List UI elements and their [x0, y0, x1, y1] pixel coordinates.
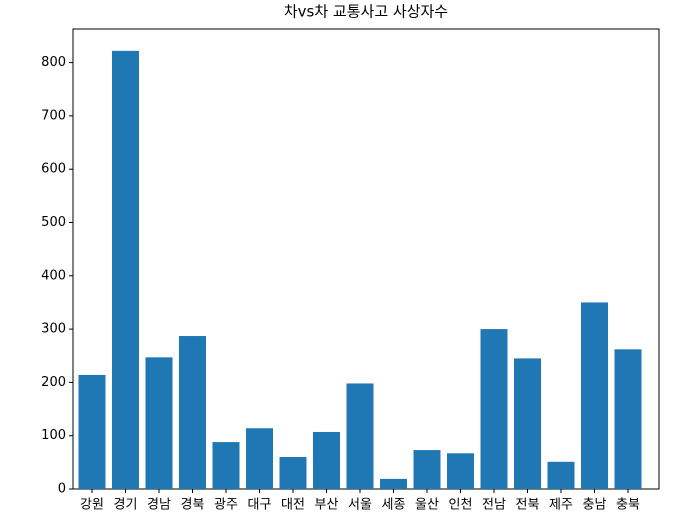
- chart-title: 차vs차 교통사고 사상자수: [284, 3, 448, 21]
- x-tick-label: 울산: [415, 498, 439, 513]
- x-tick-label: 충북: [616, 498, 640, 513]
- y-tick-label: 400: [41, 268, 66, 283]
- x-tick-label: 전북: [516, 498, 540, 513]
- x-tick-label: 경기: [114, 498, 138, 513]
- x-tick-label: 대구: [248, 498, 272, 513]
- bar: [413, 450, 441, 489]
- bar: [547, 461, 575, 489]
- bar: [614, 349, 642, 489]
- x-tick-label: 광주: [214, 498, 238, 513]
- bar: [346, 383, 374, 489]
- y-tick-label: 0: [58, 482, 66, 497]
- bar: [279, 457, 307, 489]
- bar: [246, 428, 273, 489]
- y-tick-label: 300: [41, 322, 66, 337]
- bar: [212, 442, 240, 489]
- bar: [380, 478, 407, 489]
- x-tick-label: 충남: [583, 498, 607, 513]
- x-tick-label: 경남: [147, 498, 171, 513]
- x-tick-label: 경북: [181, 498, 205, 513]
- x-tick-label: 세종: [382, 498, 406, 513]
- y-tick-label: 800: [41, 55, 66, 70]
- x-tick-label: 서울: [348, 498, 372, 513]
- bar: [145, 357, 173, 489]
- bar: [581, 302, 608, 489]
- bar: [112, 50, 139, 489]
- y-tick-label: 600: [41, 162, 66, 177]
- x-tick-label: 전남: [482, 498, 506, 513]
- bar: [514, 358, 541, 489]
- x-tick-label: 대전: [281, 498, 305, 513]
- y-tick-label: 500: [41, 215, 66, 230]
- bar: [480, 329, 508, 489]
- y-tick-label: 700: [41, 108, 66, 123]
- bar: [78, 374, 106, 489]
- y-tick-label: 200: [41, 375, 66, 390]
- bar: [179, 336, 206, 489]
- x-tick-label: 제주: [549, 498, 573, 513]
- y-tick-label: 100: [41, 428, 66, 443]
- bar: [313, 431, 340, 489]
- x-tick-label: 부산: [315, 498, 339, 513]
- x-tick-label: 인천: [449, 498, 473, 513]
- x-tick-label: 강원: [80, 498, 104, 513]
- bar: [447, 453, 474, 489]
